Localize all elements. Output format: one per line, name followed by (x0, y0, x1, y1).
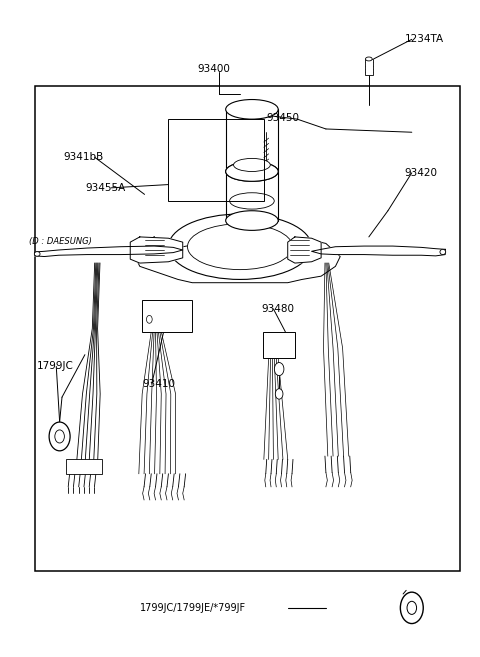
Ellipse shape (188, 224, 292, 269)
Ellipse shape (226, 99, 278, 119)
Circle shape (407, 601, 417, 614)
Ellipse shape (365, 57, 372, 61)
Ellipse shape (226, 162, 278, 181)
Text: 93420: 93420 (405, 168, 438, 178)
Text: 93450: 93450 (266, 113, 299, 123)
Ellipse shape (234, 158, 270, 171)
Text: 1234TA: 1234TA (405, 34, 444, 44)
Polygon shape (312, 246, 445, 256)
Circle shape (55, 430, 64, 443)
Ellipse shape (226, 162, 278, 181)
Bar (263, 332, 295, 358)
Ellipse shape (226, 211, 278, 231)
Text: 1799JC/1799JE/*799JF: 1799JC/1799JE/*799JF (140, 603, 246, 613)
Text: 1799JC: 1799JC (37, 361, 74, 371)
Text: 93455A: 93455A (85, 183, 125, 193)
FancyArrowPatch shape (403, 591, 406, 594)
Circle shape (146, 315, 152, 323)
Polygon shape (288, 237, 321, 263)
Circle shape (275, 363, 284, 376)
Ellipse shape (440, 250, 446, 254)
Circle shape (400, 592, 423, 623)
Polygon shape (130, 237, 183, 263)
Text: (D : DAESUNG): (D : DAESUNG) (29, 237, 92, 246)
Ellipse shape (34, 252, 40, 256)
Ellipse shape (229, 193, 274, 209)
Text: 9341bB: 9341bB (63, 152, 104, 162)
Ellipse shape (168, 214, 312, 279)
Bar (365, 59, 372, 76)
Text: 93410: 93410 (142, 379, 175, 389)
Polygon shape (35, 246, 183, 256)
Circle shape (49, 422, 70, 451)
Bar (168, 119, 264, 201)
Bar (66, 459, 102, 474)
Bar (35, 87, 459, 570)
Text: 93400: 93400 (197, 64, 230, 74)
Circle shape (276, 389, 283, 399)
Bar (142, 300, 192, 332)
Text: 93480: 93480 (262, 304, 294, 314)
